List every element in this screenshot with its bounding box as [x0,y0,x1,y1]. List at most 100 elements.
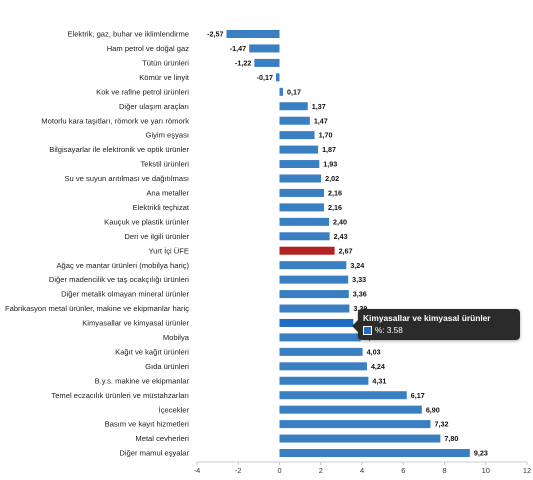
bar-17 [279,275,349,284]
value-label: 0,17 [287,87,301,96]
value-label: -0,17 [257,73,273,82]
value-label: 1,93 [323,160,337,169]
x-tick-label: 4 [360,466,364,475]
value-label: 2,43 [334,232,348,241]
bar-12 [279,203,325,212]
bar-23 [279,362,367,371]
bar-29 [279,449,470,457]
value-label: 6,90 [426,405,440,414]
value-label: 9,23 [474,449,488,458]
x-tick-label: 8 [442,466,446,475]
value-label: 7,32 [434,420,448,429]
bar-4 [279,87,284,96]
category-label: Deri ve ilgili ürünler [124,232,189,241]
bar-14 [279,232,330,241]
value-label: -2,57 [207,30,223,39]
tooltip-value: %: 3.58 [375,326,403,335]
bar-25 [279,391,407,400]
value-label: 1,47 [314,116,328,125]
bar-16 [279,261,347,270]
category-label: Kok ve rafine petrol ürünleri [96,87,189,96]
value-label: 4,24 [371,362,385,371]
bar-1 [249,44,280,53]
value-label: 3,33 [352,275,366,284]
bar-26 [279,405,422,414]
x-tick-label: 0 [277,466,281,475]
x-tick-label: 12 [523,466,531,475]
bar-11 [279,188,325,197]
value-label: 7,80 [444,434,458,443]
category-label: Mobilya [163,333,190,342]
value-label: 4,31 [372,376,386,385]
tooltip-title: Kimyasallar ve kimyasal ürünler [363,313,491,323]
value-label: 3,36 [353,290,367,299]
value-label: 2,67 [339,246,353,255]
category-label: Su ve suyun arıtılması ve dağıtılması [64,174,189,183]
bar-10 [279,174,322,183]
x-tick-label: 6 [401,466,405,475]
tooltip-series-swatch [363,326,372,335]
bar-7 [279,131,315,140]
bar-8 [279,145,319,154]
bar-0 [226,30,280,38]
category-label: Diğer madencilik ve taş ocakçılığı ürünl… [49,275,189,284]
chart-tooltip: Kimyasallar ve kimyasal ürünler %: 3.58 [352,309,520,340]
bar-27 [279,420,431,429]
category-label: Elektrik, gaz, buhar ve iklimlendirme [67,30,189,39]
bar-22 [279,347,363,356]
bar-6 [279,116,310,125]
category-label: Temel eczacılık ürünleri ve müstahzarlar… [51,391,189,400]
x-tick-label: 2 [319,466,323,475]
category-label: Kağıt ve kağıt ürünleri [115,347,189,356]
value-label: 1,70 [319,131,333,140]
bar-18 [279,290,349,299]
bar-3 [275,73,280,82]
category-label: Bilgisayarlar ile elektronik ve optik ür… [49,145,189,154]
category-label: Basım ve kayıt hizmetleri [105,420,190,429]
category-label: Diğer ulaşım araçları [119,102,189,111]
category-label: Ham petrol ve doğal gaz [107,44,190,53]
bar-19 [279,304,350,313]
category-label: Elektrikli teçhizat [132,203,189,212]
value-label: 2,40 [333,217,347,226]
category-label: Ağaç ve mantar ürünleri (mobilya hariç) [56,261,189,270]
category-label: Diğer mamul eşyalar [119,449,189,458]
category-label: İçecekler [159,405,190,414]
value-label: 1,37 [312,102,326,111]
category-label: Tekstil ürünleri [140,160,189,169]
bar-9 [279,160,320,169]
value-label: 2,02 [325,174,339,183]
category-label: Giyim eşyası [146,131,189,140]
value-label: 1,87 [322,145,336,154]
x-tick-label: -4 [194,466,201,475]
bar-5 [279,102,308,111]
bar-2 [254,58,280,67]
category-label: Ana metaller [146,189,189,198]
bar-20 [279,318,354,327]
value-label: 4,03 [367,347,381,356]
category-label: Motorlu kara taşıtları, römork ve yarı r… [41,116,189,125]
category-label: Fabrikasyon metal ürünler, makine ve eki… [5,304,189,313]
category-label: Yurt İçi ÜFE [148,246,189,255]
value-label: 2,16 [328,203,342,212]
tooltip-value-row: %: 3.58 [363,326,403,335]
value-label: 3,24 [350,261,364,270]
x-tick-label: -2 [235,466,242,475]
category-label: Metal cevherleri [135,434,189,443]
category-label: Gıda ürünleri [145,362,189,371]
category-label: Kömür ve linyit [139,73,190,82]
bar-24 [279,376,369,385]
bar-28 [279,434,441,443]
value-label: -1,47 [230,44,246,53]
category-label: Kimyasallar ve kimyasal ürünler [82,319,189,328]
bar-13 [279,217,329,226]
bar-15 [279,246,335,255]
bar-21 [279,333,361,342]
category-label: Diğer metalik olmayan mineral ürünler [61,290,189,299]
category-label: B.y.s. makine ve ekipmanlar [95,376,190,385]
value-label: 2,16 [328,189,342,198]
x-tick-label: 10 [482,466,490,475]
category-label: Tütün ürünleri [142,58,189,67]
